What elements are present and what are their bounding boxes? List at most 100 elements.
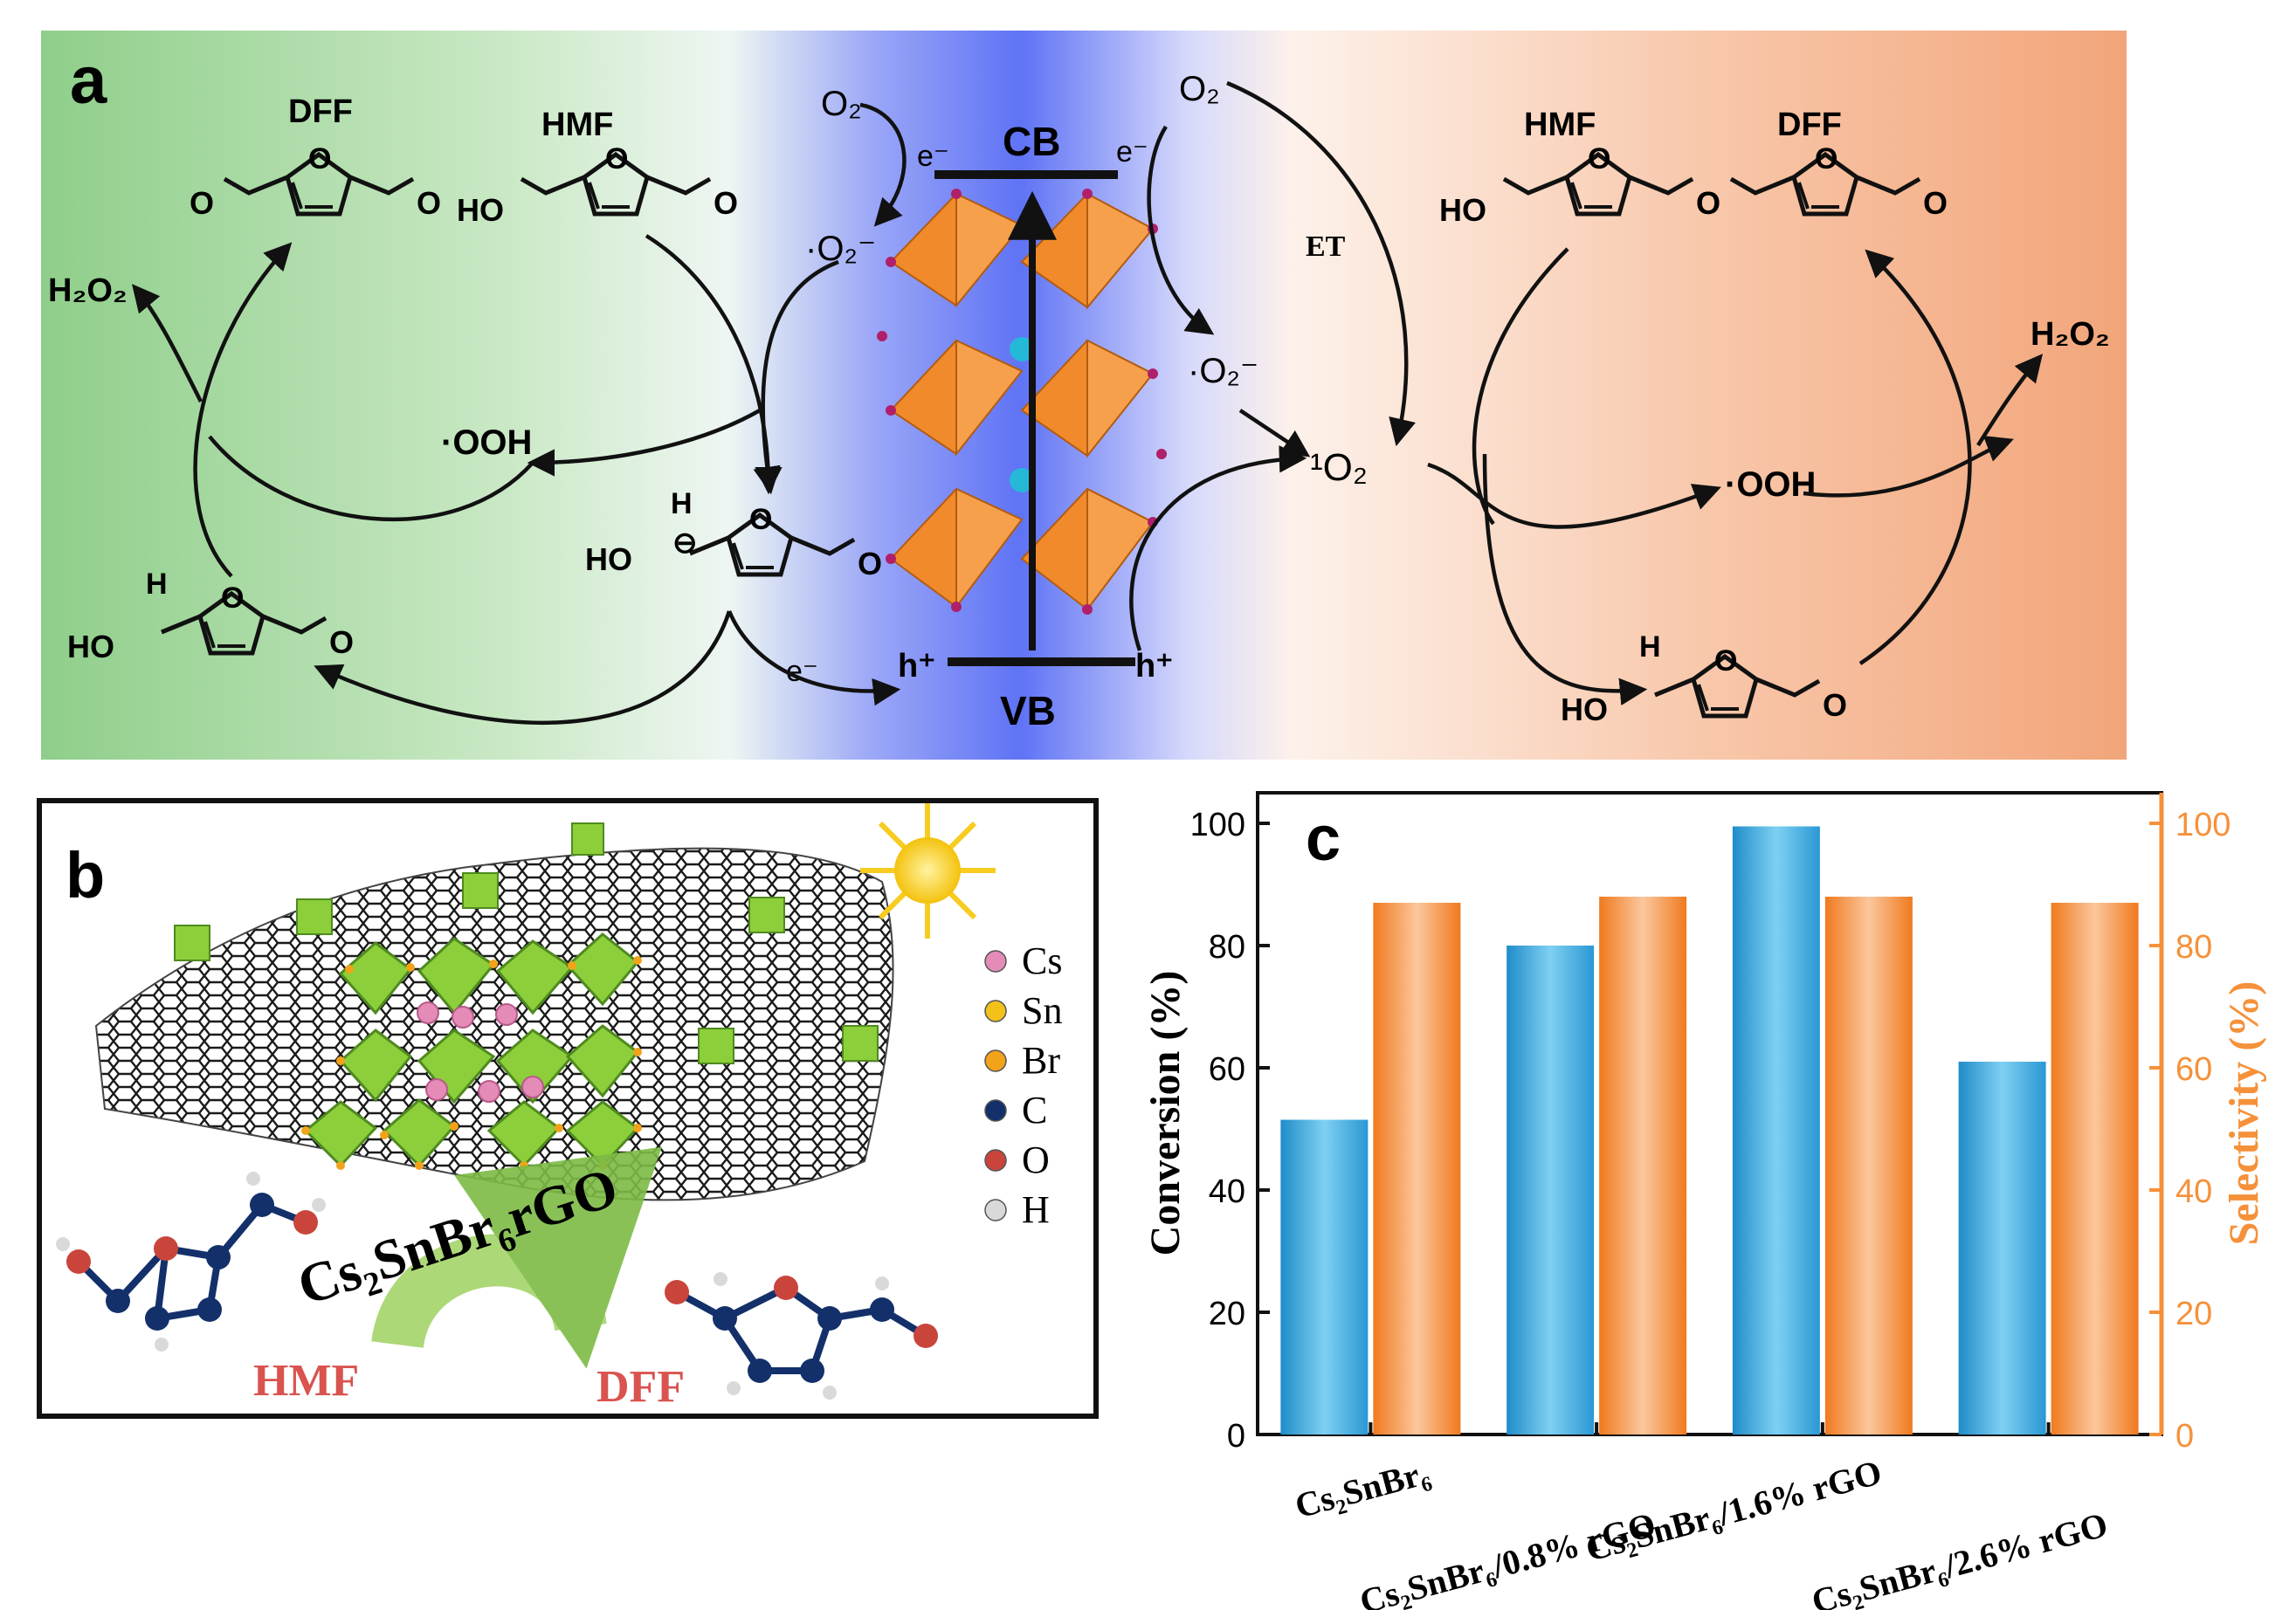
conversion-arrow [371, 1146, 662, 1369]
small-crystals [174, 822, 879, 1064]
hmf-left-structure: O HO O [457, 135, 738, 228]
y2-tick-label: 0 [2175, 1418, 2194, 1455]
sun-icon [860, 803, 996, 939]
y2-tick-label: 100 [2175, 807, 2230, 843]
panel-a: a CB VB e⁻ e⁻ [41, 31, 2127, 760]
conversion-bar-4 [1958, 1062, 2046, 1435]
svg-text:H: H [146, 568, 168, 601]
hole-left-label: h⁺ [898, 648, 935, 685]
h2o2-left-label: H₂O₂ [48, 272, 128, 309]
svg-text:O: O [1696, 185, 1720, 221]
legend-swatch-br [984, 1049, 1007, 1072]
conversion-bar-1 [1280, 1119, 1369, 1435]
h2o2-right-label: H₂O₂ [2031, 316, 2110, 353]
main-crystal [301, 932, 642, 1170]
hmf-right-structure: O HO O [1439, 135, 1720, 228]
legend-swatch-sn [984, 1000, 1007, 1022]
panel-a-letter: a [70, 44, 107, 118]
hole-right-label: h⁺ [1135, 648, 1173, 685]
legend-label-h: H [1022, 1188, 1050, 1231]
electron-right-label: e⁻ [1116, 135, 1148, 169]
panel-c-letter: c [1306, 804, 1341, 874]
svg-text:O: O [1823, 687, 1847, 723]
cs-atom [1010, 337, 1034, 361]
legend-swatch-h [984, 1199, 1007, 1221]
selectivity-bar-2 [1599, 897, 1687, 1435]
dff-left-structure: O O O [190, 135, 441, 221]
superoxide-right-label: ·O₂⁻ [1188, 352, 1258, 390]
x-tick-label: Cs₂SnBr₆/2.6% rGO [1808, 1504, 2112, 1610]
dff-right-structure: O O O [1696, 135, 1948, 221]
legend-swatch-c [984, 1099, 1007, 1122]
svg-text:H: H [1639, 630, 1661, 664]
svg-text:O: O [221, 581, 244, 615]
y-tick-label: 60 [1209, 1051, 1245, 1088]
vb-label: VB [1000, 688, 1056, 733]
legend-label-o: O [1022, 1139, 1050, 1181]
svg-text:O: O [308, 142, 331, 175]
conversion-bar-3 [1732, 826, 1820, 1435]
y-tick-label: 0 [1227, 1418, 1245, 1455]
dff-product-label: DFF [596, 1362, 685, 1412]
svg-text:O: O [858, 546, 882, 581]
hmf-radical-left-structure: O H HO O [67, 568, 354, 664]
svg-text:HO: HO [67, 629, 114, 664]
panel-b: b [37, 798, 1099, 1419]
et-label: ET [1306, 230, 1346, 263]
ooh-right-label: ·OOH [1725, 465, 1816, 504]
svg-text:HO: HO [457, 192, 504, 228]
svg-text:O: O [190, 185, 214, 221]
hmf-radical-right-structure: O H HO O [1561, 630, 1847, 727]
svg-text:O: O [417, 185, 441, 221]
dff-ball-model [665, 1272, 938, 1400]
superoxide-left-label: ·O₂⁻ [805, 230, 876, 268]
cs-atom [1010, 468, 1034, 492]
svg-text:O: O [1588, 142, 1610, 175]
svg-text:⊖: ⊖ [672, 526, 698, 560]
electron-left-label: e⁻ [917, 140, 949, 173]
y2-tick-label: 20 [2175, 1296, 2212, 1332]
y-tick-label: 20 [1209, 1296, 1245, 1332]
y-tick-label: 80 [1209, 929, 1245, 966]
svg-text:O: O [749, 503, 772, 536]
y-tick-label: 40 [1209, 1173, 1245, 1210]
atom-legend: Cs Sn Br COH [984, 939, 1062, 1231]
legend-swatch-o [984, 1149, 1007, 1172]
legend-label-cs: Cs [1022, 939, 1062, 982]
hmf-product-label: HMF [253, 1356, 359, 1406]
selectivity-bar-3 [1824, 897, 1913, 1435]
hmf-anion-structure: O H ⊖ HO O [585, 487, 882, 581]
panel-c-chart: c Conversion (%) Selectivity (%) 0 20 40 60… [1142, 791, 2267, 1610]
svg-text:O: O [329, 624, 354, 660]
selectivity-bar-1 [1373, 903, 1461, 1435]
hmf-left-label: HMF [541, 107, 613, 143]
svg-text:O: O [1923, 185, 1948, 221]
svg-text:O: O [1815, 142, 1837, 175]
y-tick-label: 100 [1190, 807, 1245, 843]
y2-tick-label: 60 [2175, 1051, 2212, 1088]
y-axis-label: Conversion (%) [1142, 971, 1189, 1256]
y2-axis-label: Selectivity (%) [2221, 981, 2267, 1246]
y2-tick-label: 40 [2175, 1173, 2212, 1210]
svg-text:H: H [671, 487, 693, 520]
legend-label-br: Br [1022, 1039, 1060, 1082]
legend-label-c: C [1022, 1089, 1047, 1132]
svg-text:O: O [714, 185, 738, 221]
legend-swatch-cs [984, 950, 1007, 973]
svg-text:HO: HO [1561, 691, 1608, 727]
o2-right-label: O₂ [1179, 70, 1220, 108]
hmf-ball-model [56, 1172, 326, 1352]
o2-left-label: O₂ [821, 85, 862, 123]
graphene-sheet [94, 847, 894, 1201]
svg-text:O: O [1714, 644, 1737, 678]
reaction-arrows [131, 80, 2044, 726]
hmf-right-label: HMF [1524, 107, 1596, 143]
cb-label: CB [1003, 119, 1060, 164]
ooh-left-label: ·OOH [441, 423, 532, 462]
svg-text:O: O [605, 142, 628, 175]
perovskite-crystal [877, 189, 1167, 615]
x-tick-label: Cs₂SnBr₆ [1291, 1452, 1434, 1525]
svg-text:HO: HO [585, 541, 632, 577]
selectivity-bar-4 [2051, 903, 2139, 1435]
